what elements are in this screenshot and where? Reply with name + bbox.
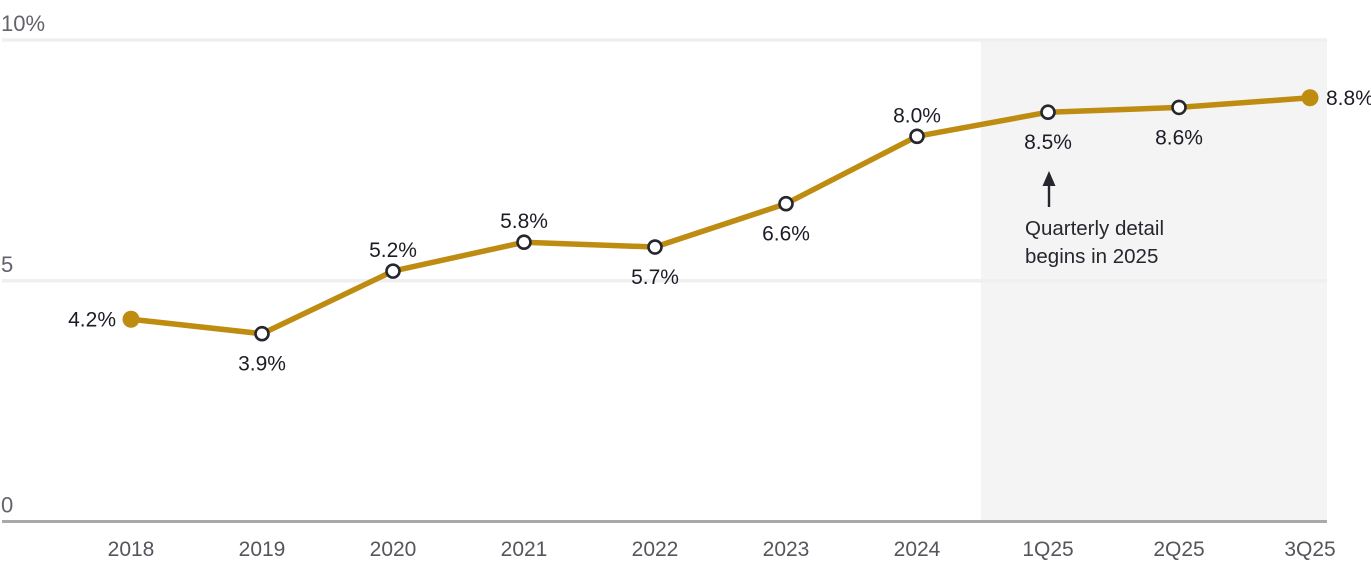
data-point-label: 8.5% bbox=[1024, 131, 1072, 154]
x-tick-label: 2018 bbox=[108, 538, 155, 561]
data-point-label: 8.8% bbox=[1326, 87, 1371, 110]
gridlines bbox=[2, 38, 1327, 523]
x-tick-label: 3Q25 bbox=[1284, 538, 1335, 561]
x-tick-label: 2024 bbox=[894, 538, 941, 561]
data-point-open bbox=[385, 263, 401, 279]
annotation-line-2: begins in 2025 bbox=[1025, 245, 1158, 268]
x-tick-label: 2Q25 bbox=[1153, 538, 1204, 561]
y-axis-labels: 10% 5 0 bbox=[1, 11, 45, 518]
annotation-group: Quarterly detail begins in 2025 bbox=[1025, 171, 1164, 268]
y-tick-label: 5 bbox=[1, 252, 13, 277]
data-point-markers bbox=[122, 89, 1319, 342]
x-tick-label: 2020 bbox=[370, 538, 417, 561]
x-tick-label: 2021 bbox=[501, 538, 548, 561]
data-point-label: 5.8% bbox=[500, 210, 548, 233]
data-point-label: 3.9% bbox=[238, 353, 286, 376]
data-point-label: 6.6% bbox=[762, 223, 810, 246]
x-tick-label: 1Q25 bbox=[1022, 538, 1073, 561]
data-point-label: 8.6% bbox=[1155, 126, 1203, 149]
x-axis-labels: 2018 2019 2020 2021 2022 2023 2024 1Q25 2Q25 3Q25 bbox=[108, 538, 1336, 561]
x-tick-label: 2023 bbox=[763, 538, 810, 561]
data-point-open bbox=[778, 195, 794, 212]
data-point-label: 5.7% bbox=[631, 266, 679, 289]
data-point-label: 5.2% bbox=[369, 239, 417, 262]
data-point-label: 4.2% bbox=[68, 308, 116, 331]
data-point-labels: 4.2% 3.9% 5.2% 5.8% 5.7% 6.6% 8.0% 8.5% 8.6% 8.8% bbox=[68, 87, 1371, 376]
data-point-open bbox=[1171, 99, 1187, 116]
data-point-open bbox=[1040, 104, 1056, 121]
data-point-open bbox=[516, 234, 532, 251]
trend-line bbox=[128, 95, 1313, 337]
data-point-open bbox=[254, 325, 270, 342]
trend-polyline bbox=[128, 95, 1313, 337]
y-tick-label: 0 bbox=[1, 493, 13, 518]
data-point-open bbox=[647, 239, 663, 255]
x-tick-label: 2022 bbox=[632, 538, 679, 561]
x-tick-label: 2019 bbox=[239, 538, 286, 561]
data-point-open bbox=[909, 128, 925, 145]
y-tick-label: 10% bbox=[1, 11, 45, 36]
up-arrow-head-icon bbox=[1042, 171, 1056, 186]
data-point-label: 8.0% bbox=[893, 104, 941, 127]
data-point-filled bbox=[1301, 89, 1319, 107]
data-point-filled bbox=[122, 310, 140, 328]
annotation-line-1: Quarterly detail bbox=[1025, 217, 1164, 240]
